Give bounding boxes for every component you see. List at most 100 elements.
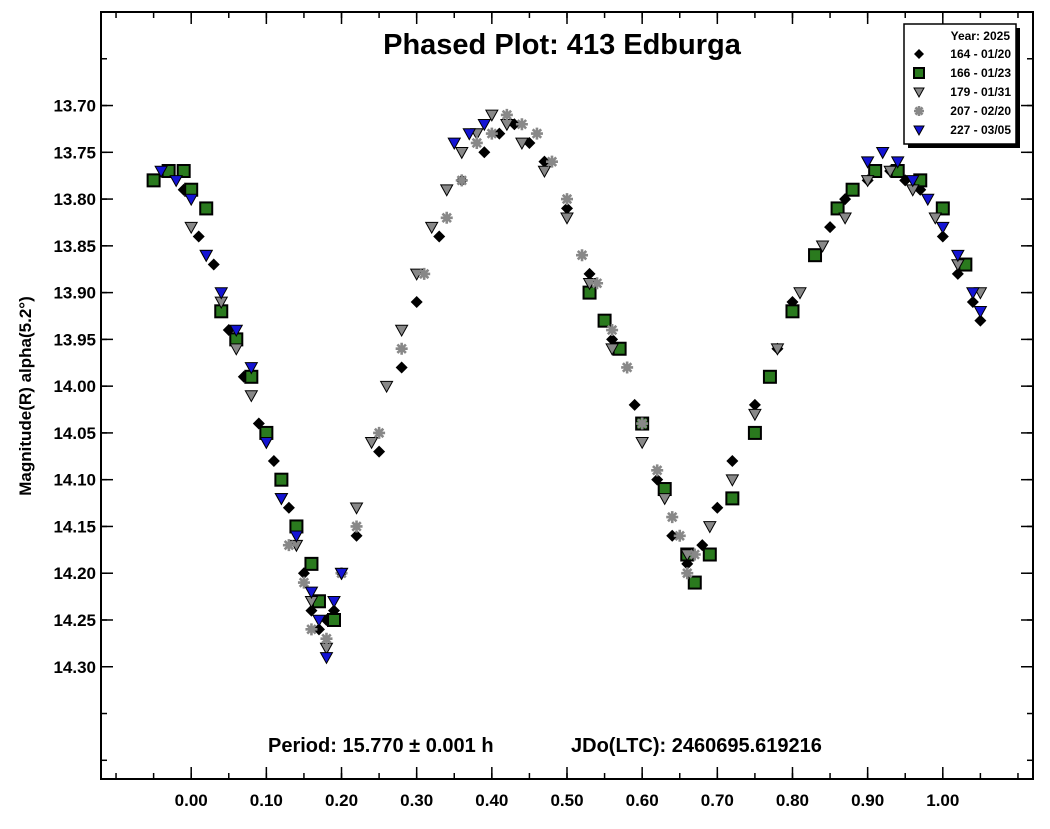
data-point: [815, 240, 830, 253]
legend-marker: [913, 67, 925, 79]
data-point: [651, 464, 664, 477]
data-point: [928, 212, 943, 225]
data-point: [364, 436, 379, 450]
data-point: [935, 201, 950, 216]
data-point: [373, 426, 386, 439]
data-point: [515, 118, 528, 131]
legend: Year: 2025 164 - 01/20 166 - 01/23 179 - 0…: [903, 23, 1020, 148]
data-point: [561, 202, 573, 215]
legend-item: 166 - 01/23: [913, 66, 1011, 80]
y-tick-label: 14.10: [53, 471, 96, 490]
data-point: [830, 201, 845, 216]
data-point: [515, 137, 529, 150]
data-point: [349, 502, 364, 515]
data-point: [530, 127, 543, 140]
data-point: [545, 155, 558, 168]
x-tick-label: 0.90: [851, 791, 884, 810]
series-4: [282, 108, 701, 645]
data-point: [606, 324, 619, 337]
data-point: [935, 221, 950, 235]
data-point: [747, 425, 762, 440]
data-point: [905, 175, 920, 188]
data-point: [936, 230, 949, 243]
x-tick-label: 0.20: [325, 791, 358, 810]
legend-items: 164 - 01/20 166 - 01/23 179 - 01/31 207 - 0…: [913, 47, 1011, 137]
data-point: [274, 472, 289, 487]
data-point: [447, 137, 462, 150]
data-point: [304, 586, 319, 599]
y-tick-label: 14.30: [53, 658, 96, 677]
data-point: [883, 165, 898, 179]
data-point: [199, 201, 214, 216]
x-tick-label: 0.60: [626, 791, 659, 810]
data-point: [748, 408, 762, 422]
data-point: [591, 277, 604, 290]
data-point: [966, 295, 979, 308]
data-point: [462, 128, 477, 141]
data-point: [454, 147, 469, 160]
data-point: [259, 436, 274, 450]
legend-marker: [913, 87, 925, 99]
data-point: [711, 501, 724, 514]
data-points: [146, 108, 988, 665]
legend-title: Year: 2025: [951, 29, 1011, 43]
data-point: [973, 306, 988, 319]
legend-item: 207 - 02/20: [914, 104, 1011, 118]
legend-box: [903, 23, 1017, 145]
y-tick-label: 13.75: [53, 143, 96, 162]
data-point: [597, 313, 612, 328]
data-point: [207, 258, 220, 271]
data-point: [176, 164, 191, 179]
legend-item: 179 - 01/31: [913, 85, 1011, 99]
data-point: [838, 212, 852, 225]
legend-marker: [913, 125, 925, 137]
legend-item: 164 - 01/20: [914, 47, 1011, 61]
data-point: [350, 529, 363, 542]
y-tick-label: 13.80: [53, 190, 96, 209]
data-point: [485, 127, 498, 140]
legend-label: 164 - 01/20: [950, 47, 1011, 61]
data-point: [770, 343, 785, 356]
data-point: [785, 304, 800, 319]
data-point: [702, 547, 717, 562]
data-point: [636, 417, 649, 430]
data-point: [192, 230, 205, 243]
data-point: [312, 614, 326, 628]
data-point: [478, 146, 491, 159]
data-point: [793, 287, 807, 300]
data-point: [319, 652, 334, 665]
x-tick-label: 0.30: [400, 791, 433, 810]
x-tick-label: 0.50: [550, 791, 583, 810]
data-point: [470, 136, 483, 149]
data-point: [688, 548, 701, 561]
x-tick-label: 0.40: [475, 791, 508, 810]
data-point: [635, 436, 650, 450]
series-5: [154, 118, 988, 665]
data-point: [621, 361, 634, 374]
data-point: [484, 109, 499, 122]
data-point: [824, 221, 837, 234]
data-point: [282, 539, 295, 552]
data-point: [605, 343, 619, 356]
data-point: [395, 361, 408, 374]
data-point: [394, 324, 409, 338]
data-point: [725, 474, 740, 487]
data-point: [244, 362, 259, 375]
data-point: [681, 567, 694, 580]
data-point: [537, 165, 552, 179]
legend-marker: [914, 49, 924, 59]
data-point: [725, 491, 740, 506]
x-tick-label: 0.10: [250, 791, 283, 810]
legend-item: 227 - 03/05: [913, 123, 1011, 137]
data-point: [379, 380, 394, 394]
data-point: [673, 529, 686, 542]
data-point: [282, 501, 295, 514]
y-tick-label: 14.15: [53, 517, 96, 536]
data-point: [439, 184, 454, 197]
data-point: [350, 520, 363, 533]
data-point: [154, 165, 168, 179]
legend-label: 227 - 03/05: [950, 123, 1011, 137]
data-point: [410, 295, 423, 308]
data-point: [687, 575, 702, 590]
data-point: [966, 287, 980, 300]
